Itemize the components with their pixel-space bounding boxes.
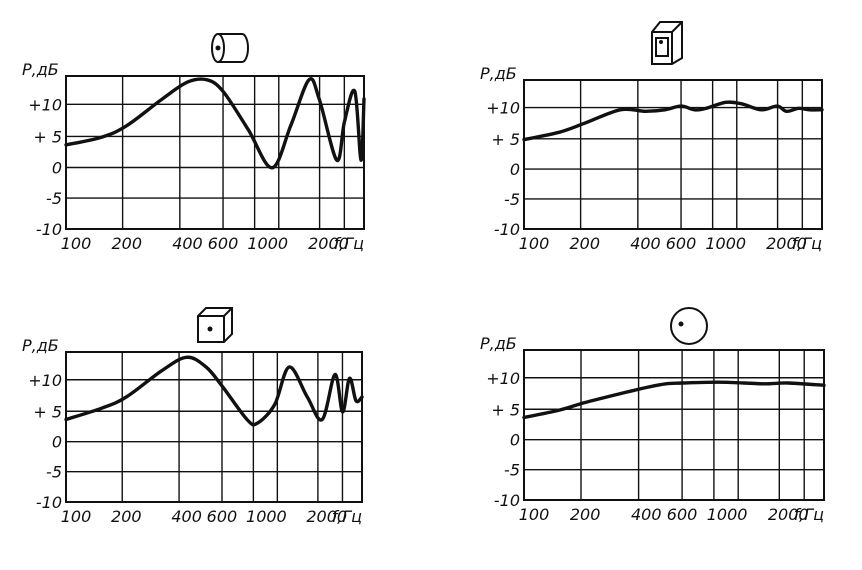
x-tick-label: 100	[61, 507, 92, 526]
x-tick-label: 400	[172, 234, 203, 253]
x-axis-label: f,Гц	[794, 505, 824, 524]
y-tick-label: + 5	[491, 130, 520, 149]
x-tick-label: 2000	[766, 234, 807, 253]
x-tick-label: 200	[569, 234, 600, 253]
y-axis-label: Р,дБ	[22, 336, 59, 355]
x-axis-label: f,Гц	[792, 234, 822, 253]
x-tick-label: 200	[111, 234, 142, 253]
x-tick-label: 400	[171, 507, 202, 526]
y-tick-label: -5	[504, 190, 520, 209]
y-tick-label: + 5	[33, 127, 62, 146]
series-line	[522, 100, 824, 142]
y-tick-label: +10	[28, 371, 62, 390]
x-tick-label: 1000	[707, 505, 748, 524]
y-tick-label: 0	[510, 431, 520, 450]
x-tick-label: 600	[666, 234, 697, 253]
x-tick-label: 200	[111, 507, 142, 526]
plot-frame	[65, 75, 365, 230]
x-tick-label: 2000	[306, 507, 347, 526]
x-axis-label: f,Гц	[332, 507, 362, 526]
x-tick-label: 1000	[705, 234, 746, 253]
x-tick-label: 100	[519, 505, 550, 524]
y-tick-label: -10	[494, 491, 520, 510]
series-line	[64, 355, 364, 427]
x-tick-label: 400	[631, 505, 662, 524]
y-tick-label: +10	[486, 369, 520, 388]
sphere-icon	[670, 307, 708, 345]
series-line	[522, 380, 826, 420]
x-tick-label: 400	[630, 234, 661, 253]
x-tick-label: 600	[667, 505, 698, 524]
x-axis-label: f,Гц	[334, 234, 364, 253]
series-line	[64, 77, 366, 170]
x-tick-label: 600	[208, 234, 239, 253]
x-tick-label: 600	[207, 507, 238, 526]
y-tick-label: 0	[52, 433, 62, 452]
y-tick-label: -10	[494, 220, 520, 239]
y-tick-label: -5	[504, 461, 520, 480]
y-tick-label: +10	[28, 95, 62, 114]
y-tick-label: 0	[52, 158, 62, 177]
x-tick-label: 2000	[768, 505, 809, 524]
cylinder-icon	[211, 33, 249, 63]
x-tick-label: 200	[570, 505, 601, 524]
plot-frame	[523, 79, 823, 230]
x-tick-label: 1000	[246, 507, 287, 526]
plot-frame	[65, 351, 363, 503]
y-tick-label: 0	[510, 160, 520, 179]
y-tick-label: + 5	[33, 402, 62, 421]
box-speaker-icon	[651, 21, 683, 65]
y-tick-label: + 5	[491, 400, 520, 419]
plot-frame	[523, 349, 825, 501]
y-axis-label: Р,дБ	[480, 64, 517, 83]
y-tick-label: -5	[46, 463, 62, 482]
y-tick-label: +10	[486, 99, 520, 118]
x-tick-label: 100	[61, 234, 92, 253]
y-axis-label: Р,дБ	[480, 334, 517, 353]
x-tick-label: 100	[519, 234, 550, 253]
y-tick-label: -5	[46, 189, 62, 208]
cube-icon	[197, 307, 233, 343]
x-tick-label: 2000	[308, 234, 349, 253]
x-tick-label: 1000	[247, 234, 288, 253]
y-axis-label: Р,дБ	[22, 60, 59, 79]
y-tick-label: -10	[36, 220, 62, 239]
y-tick-label: -10	[36, 493, 62, 512]
